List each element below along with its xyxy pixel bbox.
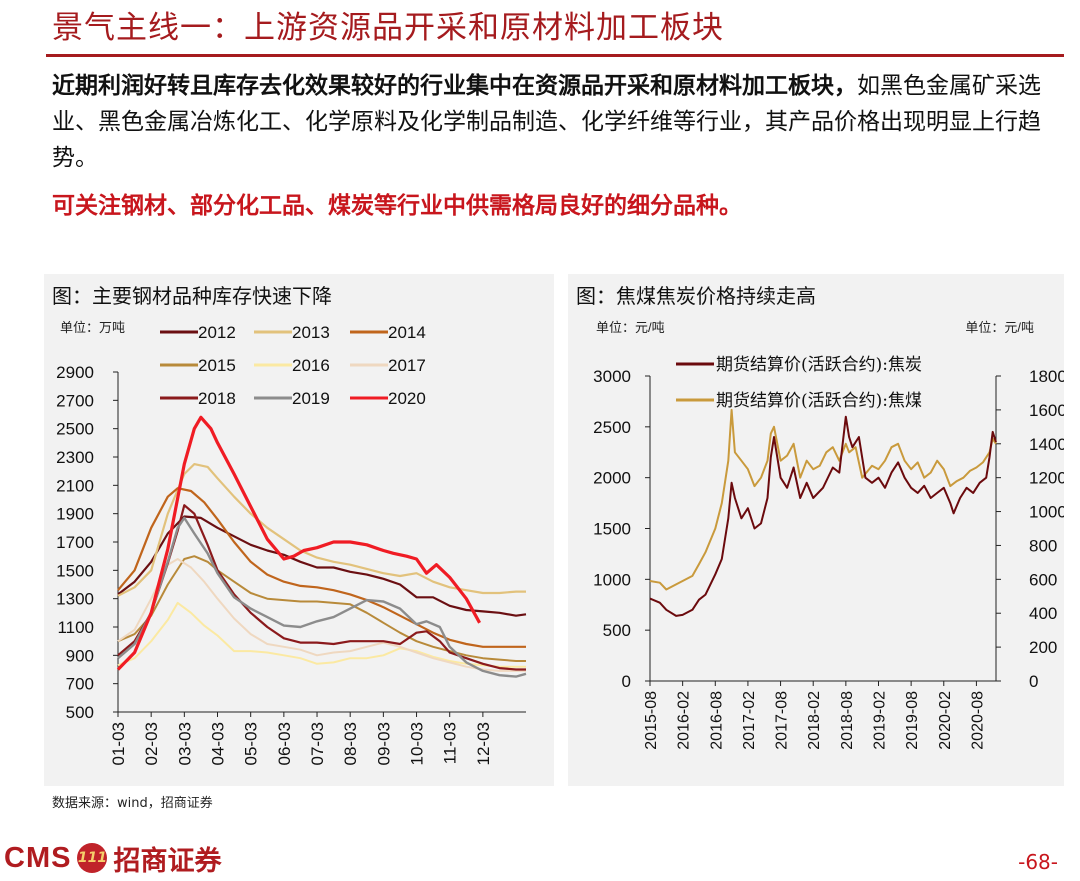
legend-label: 2013: [292, 323, 330, 342]
x-tick-label: 08-03: [341, 722, 360, 765]
summary-body: 如黑色金属矿采选业、黑色金属冶炼化工、化学原料及化学制品制造、化学纤维等行业，其…: [52, 73, 1041, 171]
x-tick-label: 03-03: [175, 722, 194, 765]
series-line-2017: [117, 558, 526, 672]
legend-label: 期货结算价(活跃合约):焦煤: [716, 391, 922, 411]
x-tick-label: 2016-02: [676, 691, 693, 750]
unit-label: 单位：万吨: [60, 320, 125, 335]
page-title: 景气主线一：上游资源品开采和原材料加工板块: [52, 10, 724, 46]
x-tick-label: 2019-08: [904, 691, 921, 750]
series-line-2019: [117, 516, 527, 678]
series-line-2012: [117, 515, 527, 617]
y-left-tick-label: 1000: [593, 570, 631, 589]
y-left-tick-label: 0: [622, 672, 631, 691]
y-left-tick-label: 2000: [593, 469, 631, 488]
y-tick-label: 1100: [57, 618, 94, 637]
x-tick-label: 2019-02: [871, 691, 888, 750]
highlight-text: 可关注钢材、部分化工品、煤炭等行业中供需格局良好的细分品种。: [52, 192, 742, 219]
y-left-tick-label: 500: [603, 621, 631, 640]
summary-lead: 近期利润好转且库存去化效果较好的行业集中在资源品开采和原材料加工板块，: [52, 72, 857, 99]
legend-label: 2016: [292, 356, 330, 375]
y-right-tick-label: 0: [1029, 672, 1038, 691]
y-tick-label: 1700: [56, 533, 94, 552]
y-tick-label: 1300: [56, 590, 94, 609]
x-tick-label: 02-03: [142, 722, 161, 765]
x-tick-label: 2016-08: [708, 691, 725, 750]
y-tick-label: 700: [66, 675, 94, 694]
right-unit-label: 单位：元/吨: [965, 320, 1034, 335]
legend-label: 期货结算价(活跃合约):焦炭: [716, 355, 922, 375]
x-tick-label: 11-03: [441, 722, 460, 764]
chart-title: 图：主要钢材品种库存快速下降: [52, 284, 332, 308]
x-tick-label: 12-03: [474, 722, 493, 765]
series-line-2018: [117, 504, 526, 671]
y-tick-label: 2900: [56, 363, 94, 382]
logo-badge-icon: 111: [77, 843, 108, 873]
x-tick-label: 01-03: [109, 722, 128, 765]
x-tick-label: 2020-02: [937, 691, 954, 750]
x-tick-label: 2017-08: [774, 691, 791, 750]
series-line-coking-coal: [649, 408, 997, 591]
company-logo: CMS 111 招商证券: [4, 840, 222, 877]
chart-title: 图：焦煤焦炭价格持续走高: [576, 284, 816, 308]
y-right-tick-label: 600: [1029, 570, 1057, 589]
y-tick-label: 1500: [56, 561, 94, 580]
x-tick-label: 2018-08: [839, 691, 856, 750]
series-line-2014: [117, 487, 526, 648]
legend-label: 2015: [198, 356, 236, 375]
summary-paragraph: 近期利润好转且库存去化效果较好的行业集中在资源品开采和原材料加工板块，如黑色金属…: [52, 68, 1062, 176]
y-tick-label: 2700: [56, 391, 94, 410]
x-tick-label: 05-03: [242, 722, 261, 765]
left-unit-label: 单位：元/吨: [596, 320, 665, 335]
y-right-tick-label: 1400: [1029, 435, 1064, 454]
steel-inventory-chart-panel: 图：主要钢材品种库存快速下降 单位：万吨 500 700 900 1100 1300 150…: [44, 274, 554, 786]
y-tick-label: 2300: [56, 448, 94, 467]
y-tick-label: 2500: [56, 420, 94, 439]
series-line-2015: [117, 555, 526, 662]
x-tick-label: 2017-02: [741, 691, 758, 750]
steel-inventory-chart: 单位：万吨 500 700 900 1100 1300 1500 1700 1900 2100 23…: [56, 320, 527, 765]
x-tick-label: 04-03: [209, 722, 228, 765]
legend-label: 2017: [388, 356, 426, 375]
y-right-tick-label: 1800: [1029, 367, 1064, 386]
legend-label: 2019: [292, 389, 330, 408]
y-tick-label: 900: [66, 646, 94, 665]
y-right-tick-label: 1600: [1029, 401, 1064, 420]
x-tick-label: 09-03: [374, 722, 393, 765]
series-line-2020: [116, 415, 482, 671]
y-right-tick-label: 1200: [1029, 469, 1064, 488]
coal-price-chart: 单位：元/吨 单位：元/吨 0 500 1000 1500 2000 2500 3000 0 200…: [593, 320, 1064, 750]
legend-label: 2014: [388, 323, 426, 342]
y-left-tick-label: 2500: [593, 418, 631, 437]
x-tick-label: 2015-08: [643, 691, 660, 750]
page-number: -68-: [1018, 850, 1058, 874]
x-tick-label: 10-03: [408, 722, 427, 765]
x-tick-label: 2018-02: [806, 691, 823, 750]
y-right-tick-label: 1000: [1029, 503, 1064, 522]
y-tick-label: 2100: [56, 476, 94, 495]
series-line-2016: [117, 601, 526, 668]
title-divider: [46, 54, 1064, 57]
y-right-tick-label: 200: [1029, 638, 1057, 657]
legend-label: 2018: [198, 389, 236, 408]
legend-label: 2020: [388, 389, 426, 408]
logo-chinese: 招商证券: [113, 845, 222, 877]
x-tick-label: 07-03: [308, 722, 327, 765]
logo-latin: CMS: [4, 841, 72, 874]
y-right-tick-label: 400: [1029, 604, 1057, 623]
y-left-tick-label: 3000: [593, 367, 631, 386]
y-left-tick-label: 1500: [593, 520, 631, 539]
y-tick-label: 500: [66, 703, 94, 722]
x-tick-label: 06-03: [275, 722, 294, 765]
legend-label: 2012: [198, 323, 236, 342]
y-tick-label: 1900: [56, 505, 94, 524]
y-right-tick-label: 800: [1029, 536, 1057, 555]
x-tick-label: 2020-08: [969, 691, 986, 750]
coal-price-chart-panel: 图：焦煤焦炭价格持续走高 单位：元/吨 单位：元/吨 0 500 1000 1500 200…: [568, 274, 1064, 786]
series-line-coke: [649, 415, 997, 617]
data-source: 数据来源：wind，招商证券: [52, 796, 213, 811]
